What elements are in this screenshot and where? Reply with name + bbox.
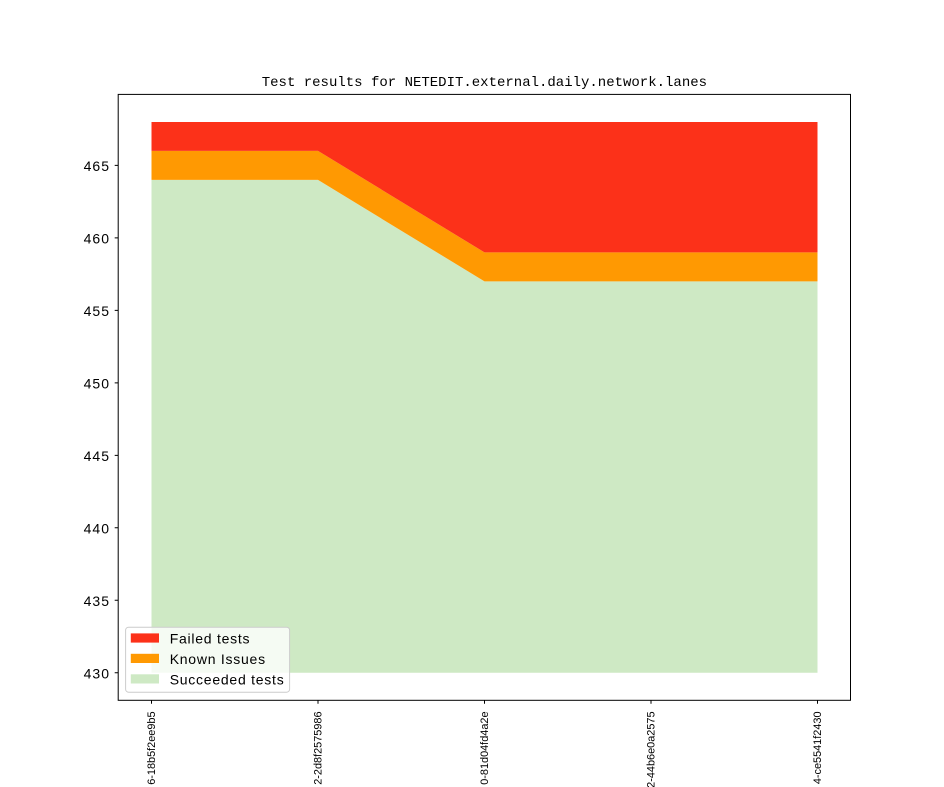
svg-text:Known Issues: Known Issues (170, 651, 266, 667)
svg-text:430: 430 (84, 666, 110, 682)
svg-text:Failed tests: Failed tests (170, 630, 251, 646)
svg-text:440: 440 (84, 521, 110, 537)
svg-text:0-81d04fd4a2e: 0-81d04fd4a2e (479, 712, 491, 785)
svg-text:450: 450 (84, 376, 110, 392)
svg-text:2-2d8f2575986: 2-2d8f2575986 (313, 712, 325, 785)
svg-text:445: 445 (84, 448, 110, 464)
svg-text:455: 455 (84, 303, 110, 319)
svg-text:460: 460 (84, 231, 110, 247)
svg-text:4-ce5541f2430: 4-ce5541f2430 (812, 712, 824, 785)
svg-text:6-18b5f2ee9b5: 6-18b5f2ee9b5 (146, 712, 158, 785)
svg-text:2-44b6e0a2575: 2-44b6e0a2575 (646, 712, 658, 787)
svg-text:Test results for NETEDIT.exter: Test results for NETEDIT.external.daily.… (262, 75, 707, 91)
svg-text:465: 465 (84, 158, 110, 174)
svg-text:435: 435 (84, 593, 110, 609)
svg-text:Succeeded tests: Succeeded tests (170, 671, 285, 687)
